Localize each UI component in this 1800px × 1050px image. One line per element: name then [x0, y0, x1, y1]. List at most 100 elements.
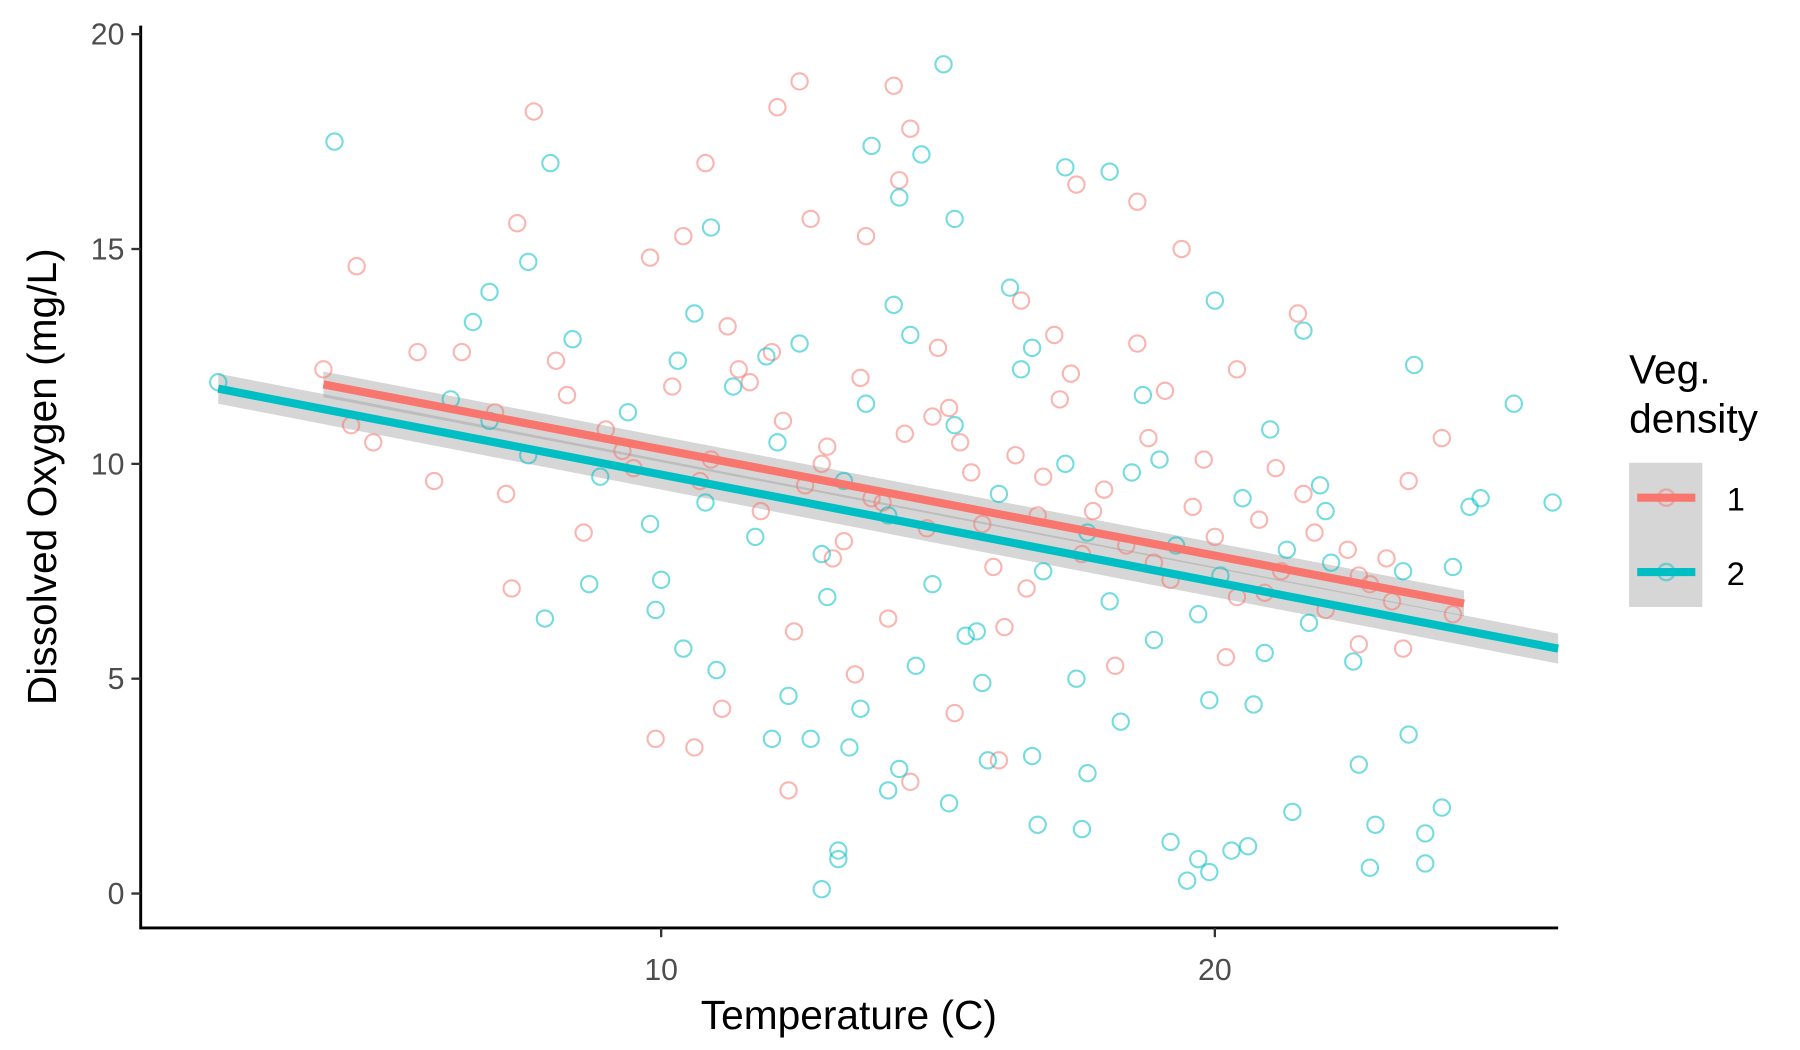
point-series-1	[740, 373, 759, 392]
legend-title-line-1: Veg.	[1629, 347, 1710, 393]
point-series-1	[834, 532, 854, 551]
point-series-2	[1067, 669, 1086, 688]
point-series-1	[1377, 549, 1396, 568]
point-series-2	[1310, 476, 1330, 495]
y-tick-label: 10	[91, 448, 125, 481]
point-series-2	[1022, 746, 1042, 766]
point-series-1	[347, 257, 366, 276]
point-series-1	[1061, 364, 1081, 383]
point-series-1	[1034, 467, 1053, 486]
point-series-1	[674, 226, 693, 246]
point-series-1	[546, 351, 566, 370]
point-series-2	[1299, 613, 1319, 633]
point-series-2	[856, 394, 876, 413]
x-tick-label: 10	[644, 954, 678, 987]
point-series-1	[1011, 291, 1031, 310]
point-series-2	[1177, 871, 1197, 890]
point-series-2	[1150, 450, 1169, 469]
point-series-1	[856, 226, 876, 246]
point-series-2	[591, 467, 610, 486]
point-series-1	[685, 738, 704, 757]
point-series-2	[1022, 338, 1042, 358]
point-series-1	[950, 433, 970, 452]
legend-label-1: 1	[1727, 481, 1745, 517]
regression-lines	[217, 380, 1559, 653]
point-series-2	[1460, 497, 1479, 517]
point-series-2	[1316, 501, 1335, 521]
point-series-2	[829, 849, 848, 869]
point-series-2	[1078, 764, 1097, 783]
point-series-1	[1183, 497, 1202, 517]
point-series-1	[1050, 390, 1070, 409]
point-series-2	[1399, 725, 1418, 744]
legend: Veg. density 1 2	[1629, 347, 1759, 607]
point-series-1	[762, 342, 782, 362]
point-series-1	[823, 549, 842, 568]
point-series-2	[1011, 360, 1031, 379]
point-series-2	[812, 544, 831, 564]
point-series-2	[1283, 802, 1302, 822]
point-series-1	[1249, 510, 1269, 529]
point-series-2	[1056, 454, 1075, 474]
point-series-2	[1233, 489, 1252, 508]
point-series-1	[945, 703, 964, 723]
point-series-2	[812, 880, 831, 899]
point-series-1	[1294, 484, 1313, 504]
point-series-2	[646, 600, 665, 620]
point-series-2	[1404, 355, 1424, 375]
point-series-2	[1294, 321, 1313, 340]
point-series-1	[1216, 648, 1236, 667]
point-series-2	[519, 252, 538, 272]
point-series-2	[884, 295, 903, 315]
point-series-1	[1443, 605, 1463, 624]
point-series-2	[1261, 420, 1280, 439]
point-series-2	[1000, 278, 1020, 297]
point-series-2	[1028, 815, 1047, 834]
point-series-1	[901, 772, 920, 792]
point-series-2	[762, 729, 782, 749]
point-series-1	[508, 214, 527, 233]
point-series-2	[701, 218, 721, 237]
point-series-1	[1432, 428, 1452, 448]
point-series-1	[1288, 304, 1308, 323]
point-series-2	[840, 738, 859, 757]
point-series-2	[906, 656, 926, 675]
point-series-1	[424, 471, 444, 491]
point-series-1	[1155, 381, 1175, 400]
point-series-1	[784, 622, 804, 641]
point-series-2	[746, 527, 765, 547]
point-series-1	[773, 411, 793, 431]
point-series-1	[779, 781, 798, 800]
point-series-1	[845, 665, 865, 684]
point-series-2	[463, 312, 483, 332]
y-ticks: 0 5 10 15 20	[91, 19, 141, 911]
point-series-2	[989, 484, 1009, 504]
point-series-1	[995, 617, 1014, 637]
point-series-2	[1122, 463, 1141, 482]
point-series-1	[1094, 480, 1114, 499]
point-series-2	[1443, 557, 1463, 577]
point-series-1	[452, 342, 472, 362]
point-series-1	[524, 102, 544, 121]
regression-line-2	[217, 384, 1559, 653]
point-series-1	[640, 248, 660, 267]
point-series-2	[1161, 832, 1180, 852]
point-series-2	[1111, 712, 1130, 731]
point-series-2	[640, 514, 660, 534]
y-axis-title: Dissolved Oxygen (mg/L)	[19, 248, 65, 705]
point-series-1	[878, 609, 898, 628]
point-series-2	[1344, 652, 1363, 671]
point-series-2	[723, 377, 743, 396]
point-series-2	[945, 209, 964, 229]
point-series-2	[1432, 798, 1452, 817]
point-series-2	[1222, 841, 1241, 860]
point-series-2	[934, 55, 953, 74]
point-series-2	[1072, 819, 1092, 839]
point-series-1	[663, 377, 682, 396]
point-series-2	[1200, 862, 1219, 882]
point-series-2	[901, 325, 920, 345]
point-series-2	[1238, 837, 1258, 856]
point-series-1	[923, 407, 942, 426]
point-series-1	[895, 424, 914, 443]
point-series-2	[829, 841, 848, 860]
